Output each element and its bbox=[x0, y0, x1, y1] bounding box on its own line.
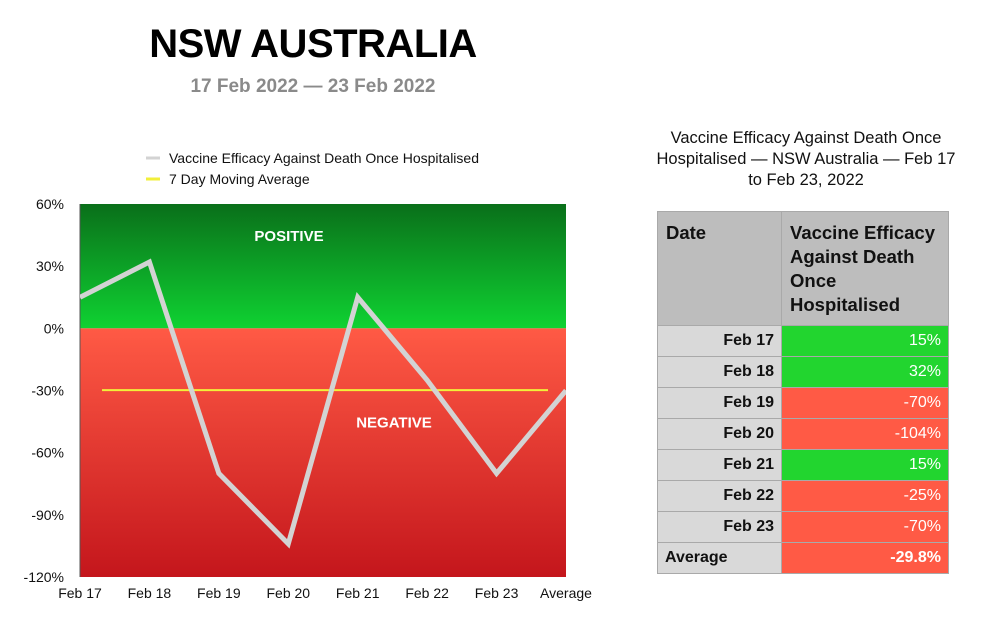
page-title: NSW AUSTRALIA bbox=[149, 22, 477, 66]
efficacy-series-line bbox=[80, 258, 566, 549]
x-axis: Feb 17 Feb 18 Feb 19 Feb 20 Feb 21 Feb 22 Feb … bbox=[58, 585, 592, 601]
row-efficacy-value: -70% bbox=[781, 511, 949, 543]
row-efficacy-value: -104% bbox=[781, 418, 949, 450]
y-tick-label: -60% bbox=[31, 445, 64, 461]
y-tick-label: -120% bbox=[24, 569, 64, 585]
row-date: Feb 17 bbox=[657, 325, 782, 357]
row-efficacy-value: -70% bbox=[781, 387, 949, 419]
row-efficacy-value: 15% bbox=[781, 449, 949, 481]
x-tick-label: Feb 23 bbox=[475, 585, 519, 601]
row-date: Feb 21 bbox=[657, 449, 782, 481]
column-header-date: Date bbox=[657, 211, 782, 326]
table-row: Feb 18 32% bbox=[657, 356, 949, 388]
efficacy-table: Date Vaccine Efficacy Against Death Once… bbox=[657, 211, 949, 574]
average-value: -29.8% bbox=[781, 542, 949, 574]
positive-region-label: POSITIVE bbox=[254, 228, 323, 245]
table-row: Feb 23 -70% bbox=[657, 511, 949, 543]
table-row: Feb 21 15% bbox=[657, 449, 949, 481]
y-tick-label: -30% bbox=[31, 383, 64, 399]
y-tick-label: -90% bbox=[31, 507, 64, 523]
row-efficacy-value: -25% bbox=[781, 480, 949, 512]
row-date: Feb 19 bbox=[657, 387, 782, 419]
table-row: Feb 22 -25% bbox=[657, 480, 949, 512]
x-tick-label: Feb 21 bbox=[336, 585, 380, 601]
negative-region-label: NEGATIVE bbox=[356, 415, 432, 432]
efficacy-line-chart: Vaccine Efficacy Against Death Once Hosp… bbox=[24, 150, 593, 601]
legend-label: 7 Day Moving Average bbox=[169, 171, 310, 187]
y-tick-label: 30% bbox=[36, 258, 64, 274]
row-date: Feb 23 bbox=[657, 511, 782, 543]
row-date: Feb 20 bbox=[657, 418, 782, 450]
x-tick-label: Feb 22 bbox=[405, 585, 449, 601]
chart-legend: Vaccine Efficacy Against Death Once Hosp… bbox=[146, 150, 479, 187]
positive-region bbox=[80, 204, 566, 329]
row-date: Feb 18 bbox=[657, 356, 782, 388]
date-range-subtitle: 17 Feb 2022 — 23 Feb 2022 bbox=[190, 76, 436, 97]
x-tick-label: Feb 19 bbox=[197, 585, 241, 601]
table-row: Feb 19 -70% bbox=[657, 387, 949, 419]
y-tick-label: 0% bbox=[44, 320, 64, 336]
x-tick-label: Feb 18 bbox=[128, 585, 172, 601]
average-label: Average bbox=[657, 542, 782, 574]
legend-label: Vaccine Efficacy Against Death Once Hosp… bbox=[169, 150, 479, 166]
x-tick-label: Feb 20 bbox=[266, 585, 310, 601]
table-title: Vaccine Efficacy Against Death Once Hosp… bbox=[656, 129, 956, 189]
x-tick-label: Feb 17 bbox=[58, 585, 102, 601]
row-efficacy-value: 15% bbox=[781, 325, 949, 357]
table-header-row: Date Vaccine Efficacy Against Death Once… bbox=[657, 211, 949, 326]
average-row: Average -29.8% bbox=[657, 542, 949, 574]
table-row: Feb 17 15% bbox=[657, 325, 949, 357]
negative-region bbox=[80, 328, 566, 577]
row-efficacy-value: 32% bbox=[781, 356, 949, 388]
table-row: Feb 20 -104% bbox=[657, 418, 949, 450]
y-tick-label: 60% bbox=[36, 196, 64, 212]
column-header-efficacy: Vaccine Efficacy Against Death Once Hosp… bbox=[781, 211, 949, 326]
row-date: Feb 22 bbox=[657, 480, 782, 512]
x-tick-label: Average bbox=[540, 585, 592, 601]
y-axis: 60% 30% 0% -30% -60% -90% -120% bbox=[24, 196, 81, 585]
